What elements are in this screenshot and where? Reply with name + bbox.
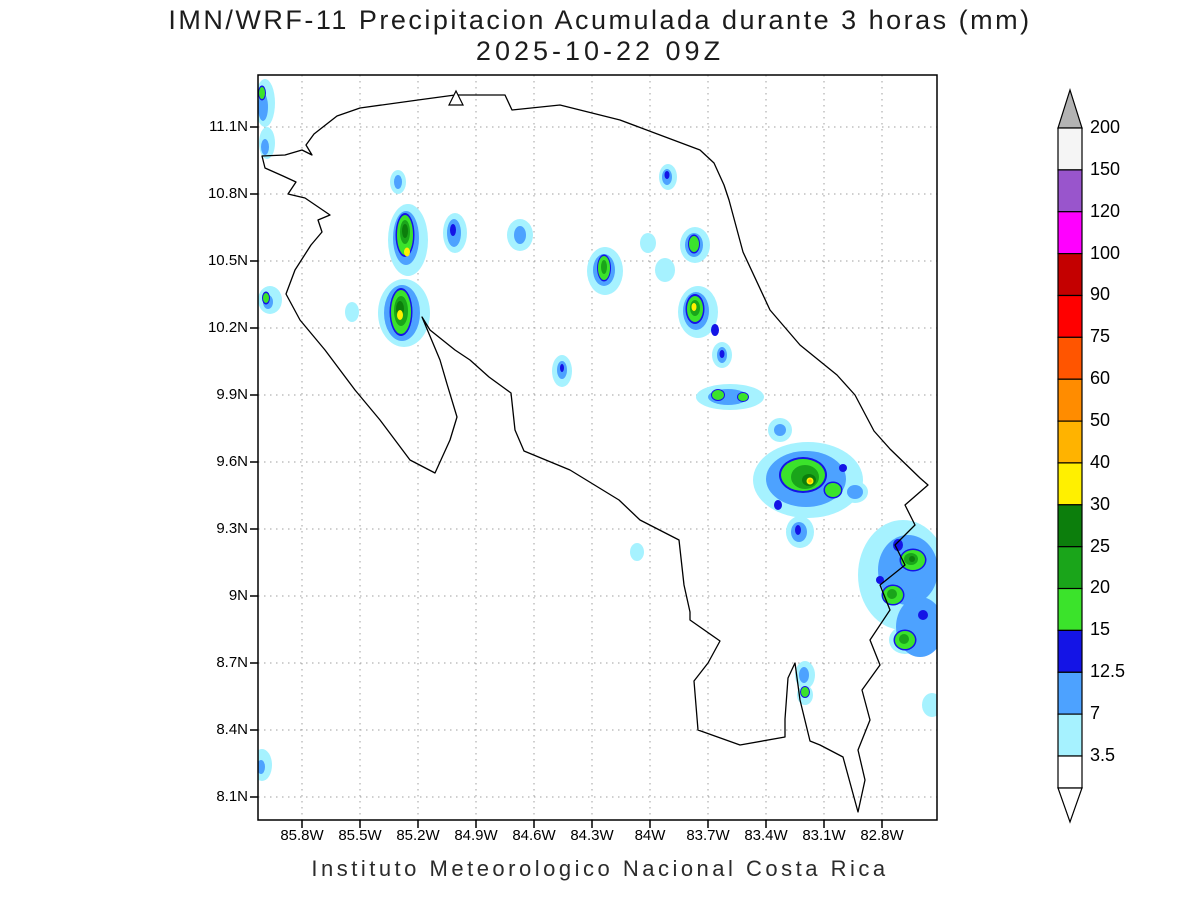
colorbar-segment	[1057, 587, 1083, 632]
y-tick-label: 9N	[228, 587, 248, 604]
x-tick-label: 85.5W	[338, 827, 382, 844]
y-tick-label: 8.1N	[216, 788, 248, 805]
colorbar-over-arrow	[1057, 88, 1083, 129]
colorbar-label: 150	[1090, 159, 1121, 179]
footer-caption: Instituto Meteorologico Nacional Costa R…	[311, 856, 889, 881]
y-tick-label: 9.6N	[216, 453, 248, 470]
x-tick-label: 84.6W	[512, 827, 556, 844]
plot-frame	[257, 74, 938, 821]
x-tick-label: 85.8W	[280, 827, 324, 844]
colorbar-segment	[1057, 713, 1083, 757]
y-tick-label: 9.3N	[216, 520, 248, 537]
colorbar-segment	[1057, 211, 1083, 255]
colorbar-under-segment	[1057, 755, 1083, 789]
colorbar-label: 200	[1090, 117, 1121, 137]
x-tick-label: 84.9W	[454, 827, 498, 844]
colorbar-label: 20	[1090, 577, 1111, 597]
colorbar-label: 100	[1090, 243, 1121, 263]
precip-area-20mm	[394, 220, 918, 644]
colorbar-label: 120	[1090, 201, 1121, 221]
y-tick-label: 10.5N	[207, 252, 248, 269]
x-tick-label: 83.4W	[744, 827, 788, 844]
precip-area-40mm	[808, 479, 812, 483]
y-tick-label: 8.7N	[216, 654, 248, 671]
colorbar-segment	[1057, 336, 1083, 380]
colorbar-segment	[1057, 253, 1083, 297]
colorbar-segment	[1057, 378, 1083, 422]
axis-ticks	[250, 126, 883, 828]
colorbar-label: 90	[1090, 284, 1111, 304]
colorbar-segment	[1057, 546, 1083, 590]
colorbar-label: 3.5	[1090, 745, 1116, 765]
colorbar-label: 60	[1090, 368, 1111, 388]
colorbar-label: 25	[1090, 536, 1111, 556]
costa-rica-coastline	[261, 94, 929, 813]
colorbar-segment	[1057, 462, 1083, 506]
plot-subtitle: 2025-10-22 09Z	[475, 36, 725, 66]
x-tick-label: 84.3W	[570, 827, 614, 844]
colorbar-segment	[1057, 294, 1083, 339]
x-tick-label: 84W	[634, 827, 666, 844]
colorbar-segment	[1057, 629, 1083, 673]
colorbar-segment	[1057, 127, 1083, 171]
plot-title: IMN/WRF-11 Precipitacion Acumulada duran…	[168, 5, 1032, 35]
colorbar-segment	[1057, 671, 1083, 715]
y-tick-label: 11.1N	[209, 118, 248, 135]
x-tick-label: 85.2W	[396, 827, 440, 844]
precip-area-30mm	[397, 247, 814, 485]
y-tick-label: 9.9N	[216, 386, 248, 403]
x-tick-label: 83.7W	[686, 827, 730, 844]
x-tick-label: 83.1W	[802, 827, 846, 844]
colorbar	[1057, 88, 1083, 824]
colorbar-segment	[1057, 420, 1083, 464]
colorbar-label: 75	[1090, 326, 1111, 346]
x-tick-label: 82.8W	[860, 827, 904, 844]
y-tick-label: 8.4N	[216, 721, 248, 738]
y-tick-label: 10.8N	[207, 185, 248, 202]
colorbar-segment	[1057, 504, 1083, 548]
colorbar-label: 15	[1090, 619, 1111, 639]
colorbar-label: 30	[1090, 494, 1111, 514]
y-tick-label: 10.2N	[207, 319, 248, 336]
precip-area-12-5mm	[258, 85, 928, 698]
precip-area-3-5mm	[258, 79, 937, 781]
colorbar-label: 12.5	[1090, 661, 1126, 681]
colorbar-under-arrow	[1057, 787, 1083, 824]
colorbar-segment	[1057, 169, 1083, 213]
colorbar-label: 50	[1090, 410, 1111, 430]
map-plot	[250, 74, 938, 828]
colorbar-label: 7	[1090, 703, 1101, 723]
lake-nicaragua-tip	[448, 89, 464, 106]
colorbar-label: 40	[1090, 452, 1111, 472]
